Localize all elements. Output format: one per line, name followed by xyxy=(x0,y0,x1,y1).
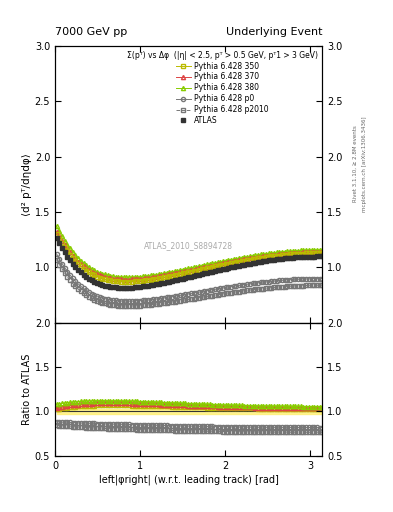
Pythia 6.428 380 xyxy=(116,274,121,280)
Pythia 6.428 p0 xyxy=(116,297,121,304)
Line: Pythia 6.428 350: Pythia 6.428 350 xyxy=(55,232,324,284)
Pythia 6.428 350 xyxy=(215,263,220,269)
Pythia 6.428 p2010 xyxy=(320,282,325,288)
Legend: Pythia 6.428 350, Pythia 6.428 370, Pythia 6.428 380, Pythia 6.428 p0, Pythia 6.: Pythia 6.428 350, Pythia 6.428 370, Pyth… xyxy=(124,48,321,128)
Pythia 6.428 350 xyxy=(54,231,59,237)
Line: Pythia 6.428 p0: Pythia 6.428 p0 xyxy=(55,252,324,303)
Pythia 6.428 380 xyxy=(124,274,129,280)
Pythia 6.428 p2010 xyxy=(105,301,110,307)
ATLAS xyxy=(320,253,325,260)
Pythia 6.428 370 xyxy=(320,249,325,255)
Pythia 6.428 p2010 xyxy=(309,282,314,288)
Y-axis label: ⟨d² pᵀ/dηdφ⟩: ⟨d² pᵀ/dηdφ⟩ xyxy=(22,153,32,216)
ATLAS xyxy=(215,267,220,273)
ATLAS xyxy=(105,283,110,289)
Pythia 6.428 370 xyxy=(54,229,59,235)
Pythia 6.428 p0 xyxy=(215,286,220,292)
Pythia 6.428 370 xyxy=(301,249,306,255)
Pythia 6.428 380 xyxy=(320,247,325,253)
Pythia 6.428 p2010 xyxy=(116,303,121,309)
Pythia 6.428 380 xyxy=(215,259,220,265)
Pythia 6.428 370 xyxy=(194,266,198,272)
Pythia 6.428 p2010 xyxy=(194,295,198,301)
Pythia 6.428 350 xyxy=(301,250,306,257)
Pythia 6.428 350 xyxy=(105,277,110,283)
Pythia 6.428 p2010 xyxy=(127,303,132,309)
Line: ATLAS: ATLAS xyxy=(54,236,325,290)
Pythia 6.428 370 xyxy=(309,249,314,255)
Pythia 6.428 380 xyxy=(105,272,110,278)
Text: 7000 GeV pp: 7000 GeV pp xyxy=(55,27,127,37)
Pythia 6.428 380 xyxy=(301,247,306,253)
Pythia 6.428 p0 xyxy=(194,289,198,295)
Pythia 6.428 p0 xyxy=(124,298,129,304)
Pythia 6.428 p2010 xyxy=(215,292,220,298)
ATLAS xyxy=(194,272,198,279)
Text: ATLAS_2010_S8894728: ATLAS_2010_S8894728 xyxy=(144,241,233,250)
Pythia 6.428 p0 xyxy=(54,251,59,257)
Pythia 6.428 380 xyxy=(309,247,314,253)
Text: Rivet 3.1.10, ≥ 2.8M events: Rivet 3.1.10, ≥ 2.8M events xyxy=(353,125,358,202)
ATLAS xyxy=(121,285,126,291)
ATLAS xyxy=(309,253,314,260)
Pythia 6.428 p0 xyxy=(301,276,306,282)
Pythia 6.428 380 xyxy=(194,264,198,270)
Pythia 6.428 370 xyxy=(116,276,121,283)
Pythia 6.428 p0 xyxy=(320,275,325,282)
Text: Underlying Event: Underlying Event xyxy=(226,27,322,37)
Pythia 6.428 350 xyxy=(116,279,121,285)
ATLAS xyxy=(301,254,306,260)
Pythia 6.428 p0 xyxy=(309,275,314,282)
Pythia 6.428 350 xyxy=(124,279,129,285)
Pythia 6.428 370 xyxy=(124,276,129,283)
Pythia 6.428 350 xyxy=(320,250,325,256)
ATLAS xyxy=(54,234,59,241)
Line: Pythia 6.428 p2010: Pythia 6.428 p2010 xyxy=(55,258,324,308)
Pythia 6.428 p2010 xyxy=(54,257,59,263)
Text: mcplots.cern.ch [arXiv:1306.3436]: mcplots.cern.ch [arXiv:1306.3436] xyxy=(362,116,367,211)
X-axis label: left|φright| (w.r.t. leading track) [rad]: left|φright| (w.r.t. leading track) [rad… xyxy=(99,475,279,485)
Pythia 6.428 p0 xyxy=(105,296,110,302)
ATLAS xyxy=(116,285,121,291)
Line: Pythia 6.428 380: Pythia 6.428 380 xyxy=(55,224,324,280)
Line: Pythia 6.428 370: Pythia 6.428 370 xyxy=(55,230,324,282)
Pythia 6.428 380 xyxy=(54,223,59,229)
Pythia 6.428 350 xyxy=(309,250,314,257)
Pythia 6.428 p2010 xyxy=(301,283,306,289)
Pythia 6.428 370 xyxy=(105,274,110,281)
Y-axis label: Ratio to ATLAS: Ratio to ATLAS xyxy=(22,354,32,425)
Pythia 6.428 350 xyxy=(194,267,198,273)
Pythia 6.428 370 xyxy=(215,262,220,268)
